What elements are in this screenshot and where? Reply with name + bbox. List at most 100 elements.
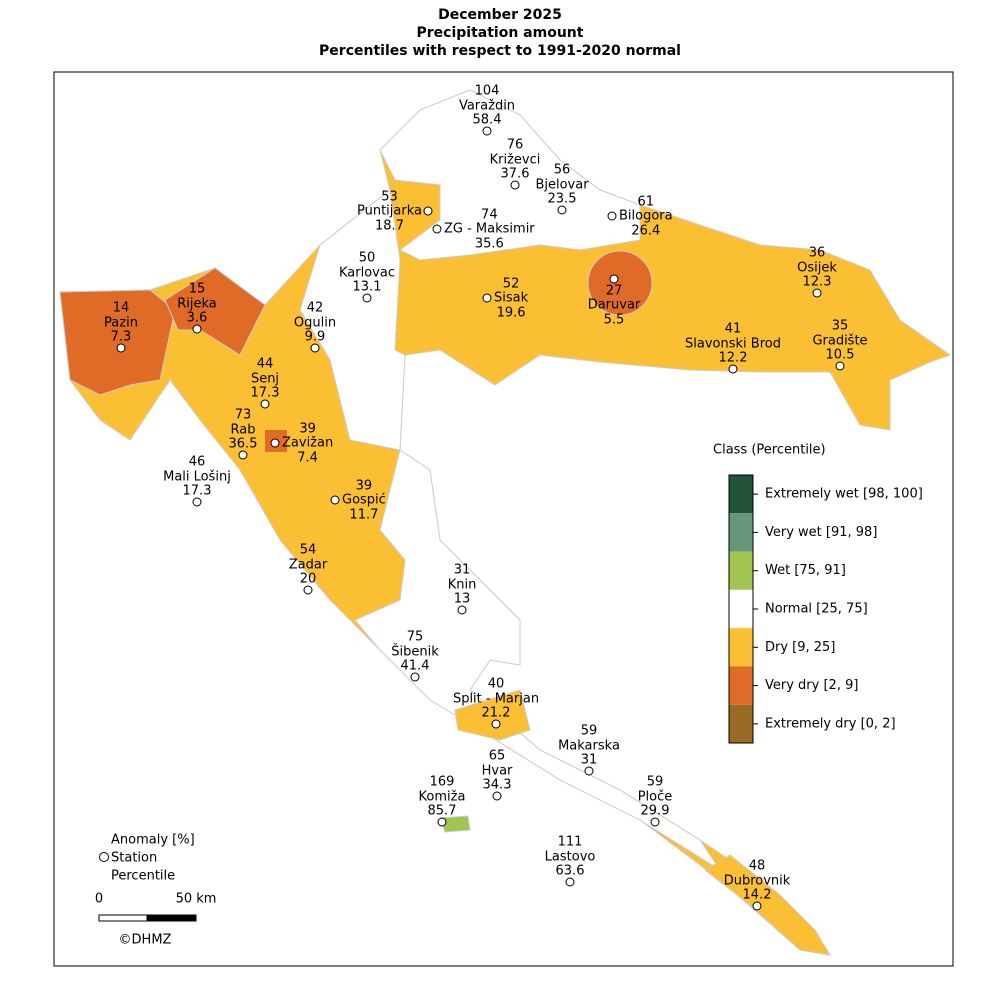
station-marker	[557, 205, 567, 215]
station-marker	[260, 399, 270, 409]
station-anomaly: 48	[749, 859, 766, 874]
station-percentile: 31	[581, 753, 598, 768]
credit: ©DHMZ	[119, 933, 172, 948]
station-marker	[423, 206, 433, 216]
station-marker	[835, 361, 845, 371]
station-name: Puntijarka	[357, 204, 422, 219]
station-percentile: 14.2	[743, 888, 772, 903]
station-percentile: 63.6	[556, 864, 585, 879]
region	[164, 267, 266, 356]
region	[354, 449, 721, 871]
station-percentile: 20	[300, 572, 317, 587]
station-marker	[607, 211, 617, 221]
station-marker	[650, 817, 660, 827]
station-percentile: 5.5	[604, 313, 625, 328]
legend-swatch	[729, 513, 753, 552]
station-anomaly: 73	[235, 408, 252, 423]
station-name: Karlovac	[339, 266, 395, 281]
station-percentile: 3.6	[187, 311, 208, 326]
station-name: Mali Lošinj	[163, 470, 231, 485]
station-name: Pazin	[104, 316, 138, 331]
station-percentile: 37.6	[501, 167, 530, 182]
station-percentile: 12.3	[803, 275, 832, 290]
region	[454, 689, 531, 741]
station-name: Zavižan	[282, 436, 333, 451]
station-percentile: 36.5	[229, 437, 258, 452]
legend-label: Dry [9, 25]	[765, 640, 835, 655]
station-anomaly: 42	[307, 301, 324, 316]
station-anomaly: 111	[558, 835, 583, 850]
legend-swatch	[729, 551, 753, 590]
station-anomaly: 35	[832, 319, 849, 334]
legend-label: Extremely wet [98, 100]	[765, 487, 923, 502]
station-anomaly: 41	[725, 322, 742, 337]
station-marker	[310, 343, 320, 353]
scale-label: 0	[95, 892, 103, 907]
station-marker	[410, 672, 420, 682]
legend-label: Normal [25, 75]	[765, 602, 868, 617]
station-anomaly: 52	[503, 277, 520, 292]
station-anomaly: 54	[300, 543, 317, 558]
station-marker	[362, 293, 372, 303]
legend: Extremely wet [98, 100] Very wet [91, 98]…	[728, 474, 923, 744]
station-marker	[510, 180, 520, 190]
station-name: Senj	[251, 372, 279, 387]
legend-swatch	[729, 666, 753, 705]
station-name: Križevci	[490, 153, 541, 168]
station-percentile: 10.5	[826, 348, 855, 363]
station-marker	[728, 364, 738, 374]
map-area	[59, 89, 952, 956]
station-anomaly: 74	[481, 208, 498, 223]
station-anomaly: 39	[356, 479, 373, 494]
station-percentile: 58.4	[473, 113, 502, 128]
station-anomaly: 56	[554, 163, 571, 178]
map-frame	[53, 71, 954, 967]
station-name: Bjelovar	[535, 178, 589, 193]
station-marker	[238, 450, 248, 460]
scale-label: 50 km	[176, 892, 217, 907]
station-marker	[437, 817, 447, 827]
station-marker	[432, 224, 442, 234]
key-line: Station	[111, 851, 157, 866]
region	[439, 815, 471, 833]
station-percentile: 26.4	[631, 224, 660, 239]
station-name: Bilogora	[619, 209, 673, 224]
station-marker	[752, 901, 762, 911]
station-marker	[192, 324, 202, 334]
station-name: Rijeka	[177, 297, 217, 312]
station-name: Zadar	[289, 558, 328, 573]
station-anomaly: 65	[489, 749, 506, 764]
legend-label: Very wet [91, 98]	[765, 525, 877, 540]
station-name: Hvar	[482, 764, 513, 779]
scale-bar	[146, 914, 197, 922]
station-percentile: 7.4	[297, 451, 318, 466]
title: Percentiles with respect to 1991-2020 no…	[319, 43, 681, 59]
station-anomaly: 14	[113, 301, 130, 316]
legend-swatch	[729, 475, 753, 514]
station-marker	[482, 293, 492, 303]
region	[704, 854, 831, 956]
station-name: Dubrovnik	[724, 874, 791, 889]
station-percentile: 23.5	[548, 192, 577, 207]
scale-bar	[98, 914, 148, 922]
station-percentile: 21.2	[482, 706, 511, 721]
station-anomaly: 31	[454, 563, 471, 578]
station-name: Komiža	[419, 790, 466, 805]
region	[379, 89, 641, 261]
station-marker	[584, 766, 594, 776]
station-percentile: 12.2	[719, 351, 748, 366]
station-percentile: 9.9	[305, 330, 326, 345]
station-percentile: 41.4	[401, 659, 430, 674]
station-marker	[270, 438, 280, 448]
legend-title: Class (Percentile)	[713, 443, 826, 458]
key-line: Percentile	[111, 869, 175, 884]
station-percentile: 35.6	[475, 237, 504, 252]
station-marker	[192, 497, 202, 507]
station-anomaly: 59	[581, 724, 598, 739]
station-marker	[492, 791, 502, 801]
station-anomaly: 75	[407, 630, 424, 645]
legend-label: Very dry [2, 9]	[765, 678, 858, 693]
station-anomaly: 44	[257, 357, 274, 372]
station-name: Šibenik	[391, 644, 439, 660]
station-anomaly: 46	[189, 455, 206, 470]
